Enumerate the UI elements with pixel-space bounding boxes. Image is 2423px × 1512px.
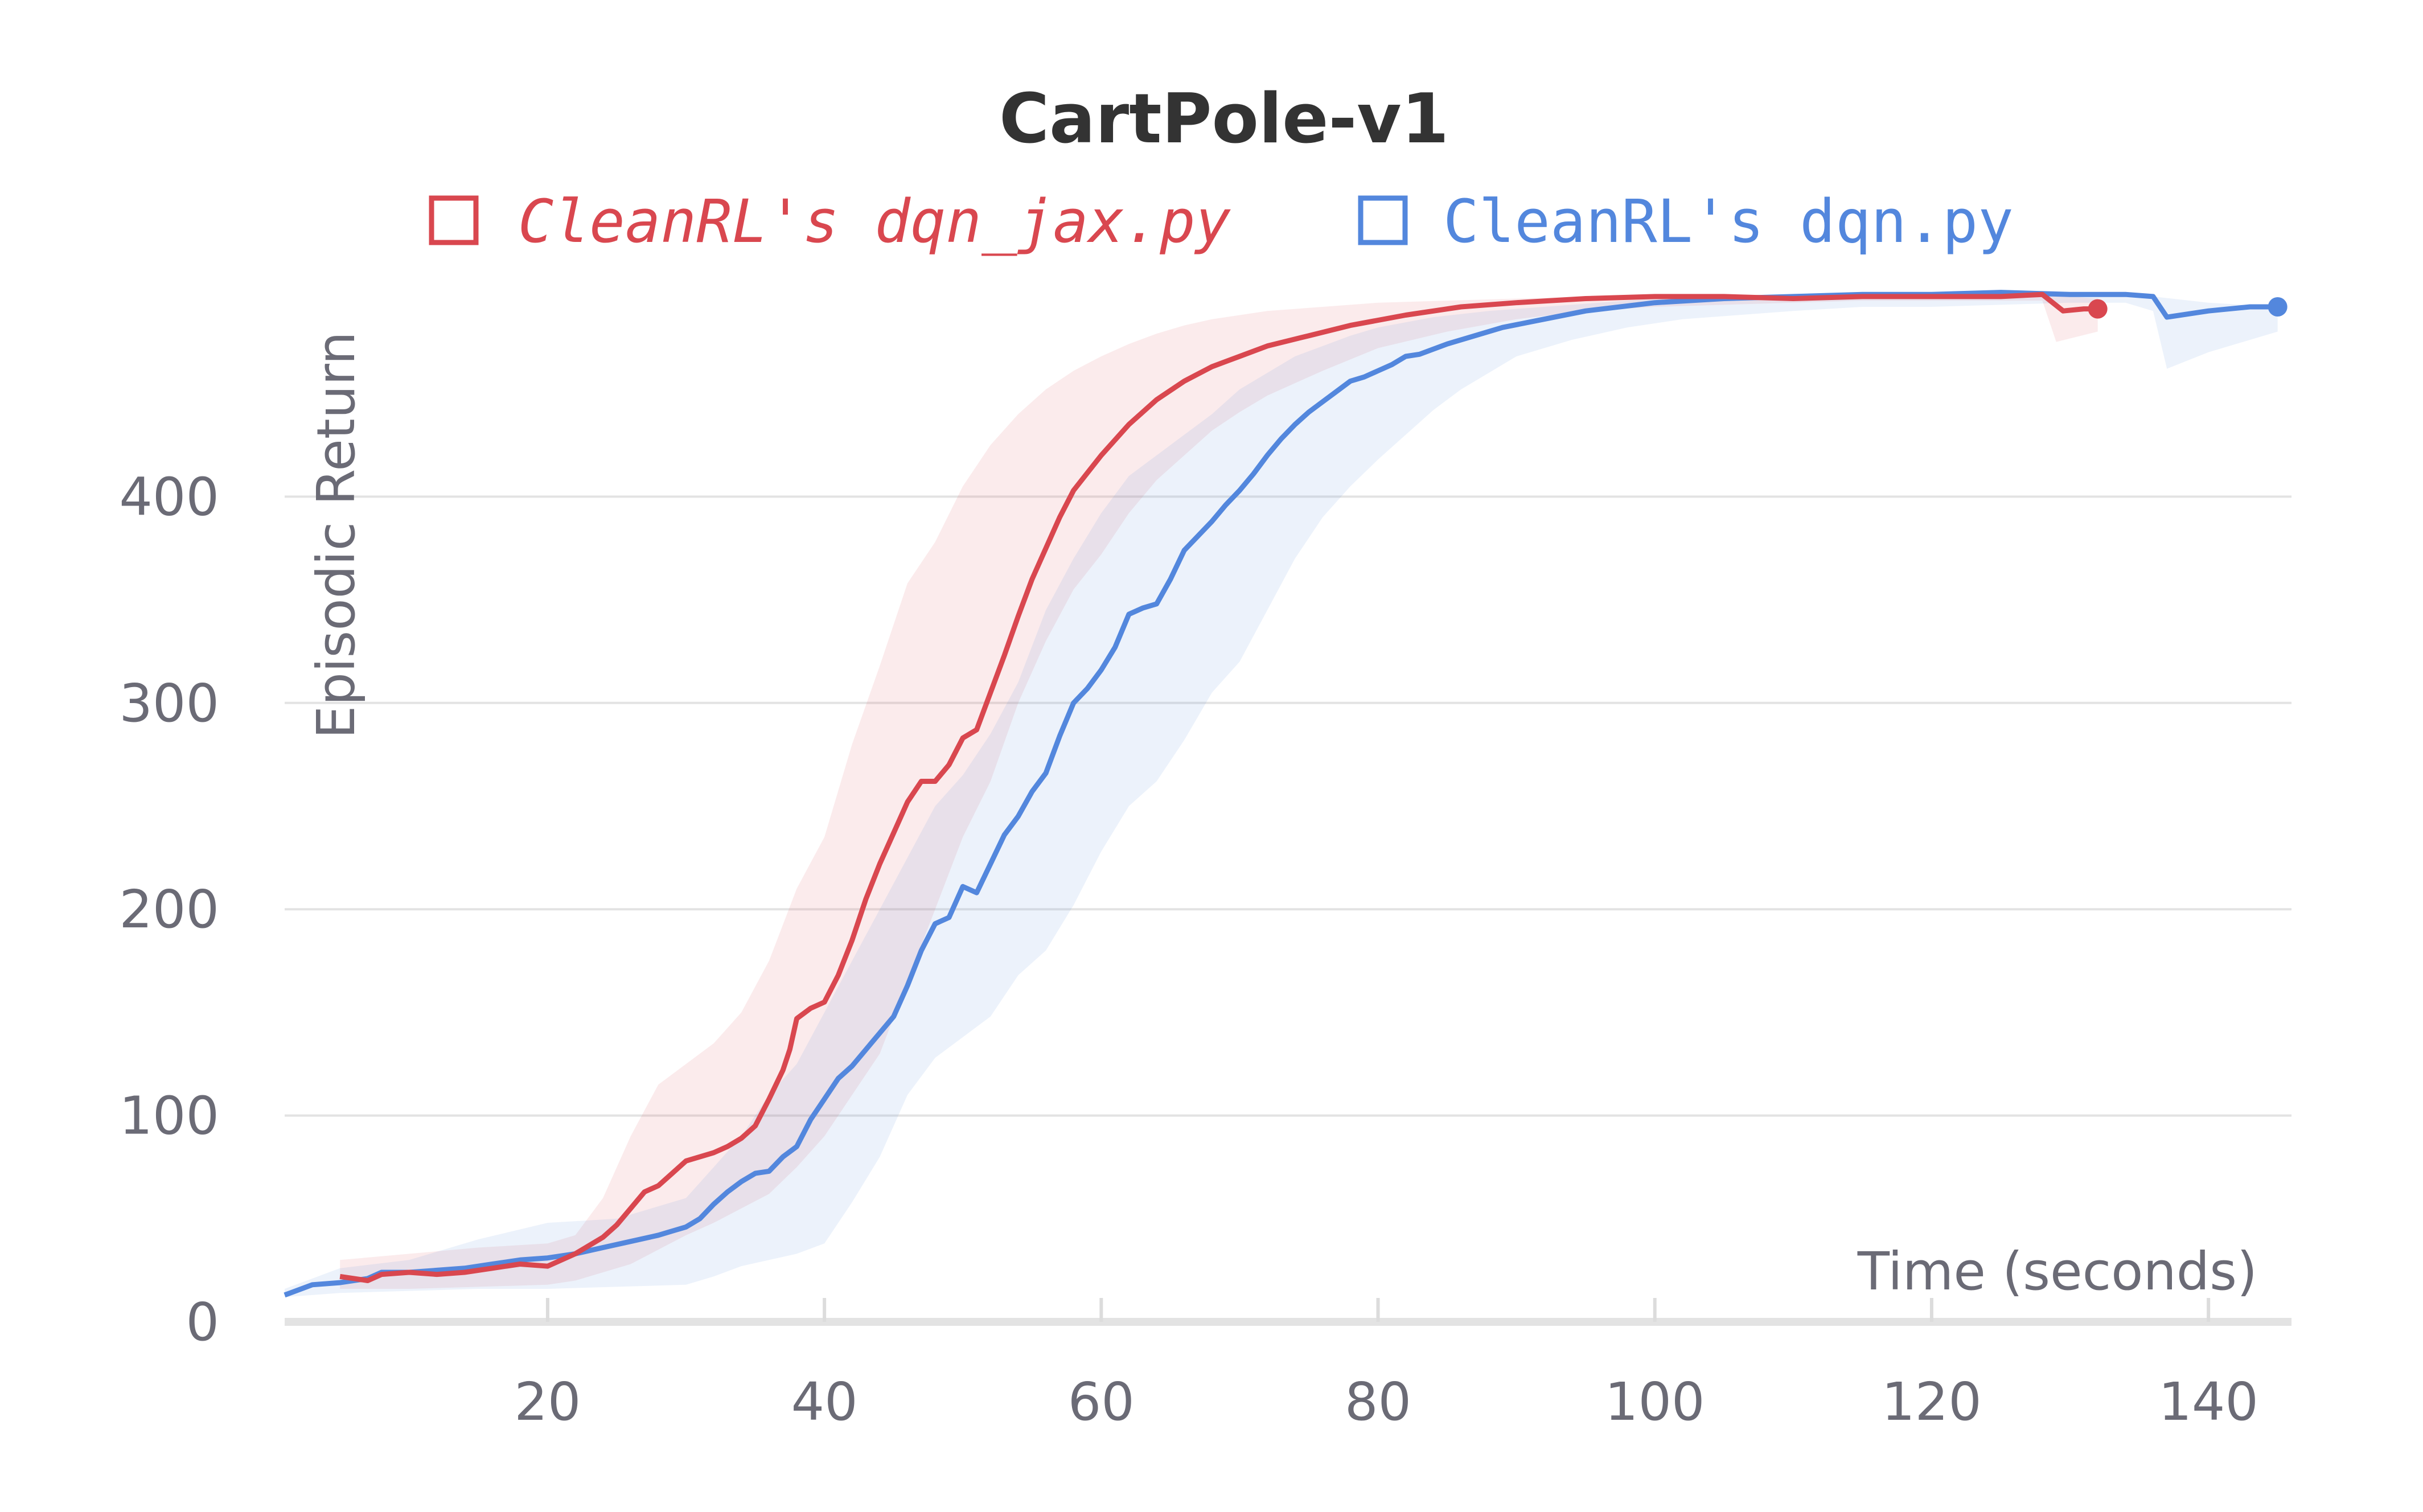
y-tick-label: 0 [186,1292,219,1353]
legend-item-dqn[interactable]: CleanRL's dqn.py [1358,187,2014,256]
legend-item-dqn-jax[interactable]: CleanRL's dqn_jax.py [429,187,1231,256]
x-tick-label: 100 [1605,1371,1705,1432]
x-tick-label: 20 [514,1371,581,1432]
x-axis-label: Time (seconds) [1857,1241,2257,1302]
x-tick-label: 80 [1345,1371,1411,1432]
y-tick-label: 100 [119,1086,219,1147]
y-tick-label: 400 [119,466,219,527]
grid-lines [285,495,2291,1117]
line-series-0[interactable] [339,291,2098,1283]
band-series-1 [285,292,2278,1297]
x-tick-label: 140 [2158,1371,2258,1432]
legend-label-dqn: CleanRL's dqn.py [1443,187,2014,256]
line-series-1[interactable] [284,290,2278,1298]
x-tick-label: 40 [791,1371,858,1432]
legend: CleanRL's dqn_jax.py CleanRL's dqn.py [429,187,2014,256]
x-tick-label: 60 [1068,1371,1135,1432]
y-tick-label: 300 [119,673,219,734]
y-tick-label: 200 [119,879,219,940]
legend-label-dqn-jax: CleanRL's dqn_jax.py [518,187,1231,256]
endpoint-marker-series-1 [2268,297,2288,317]
x-tick-label: 120 [1882,1371,1982,1432]
y-axis-label: Episodic Return [306,331,367,738]
series-lines [284,290,2288,1298]
endpoint-marker-series-0 [2088,299,2108,319]
chart-title: CartPole-v1 [999,80,1449,159]
confidence-bands [285,292,2278,1297]
axes: 0 100 200 300 400 20 40 60 80 100 120 140 [119,466,2291,1432]
legend-swatch-dqn-jax [429,195,479,245]
legend-swatch-dqn [1358,195,1408,245]
band-series-0 [340,294,2098,1289]
